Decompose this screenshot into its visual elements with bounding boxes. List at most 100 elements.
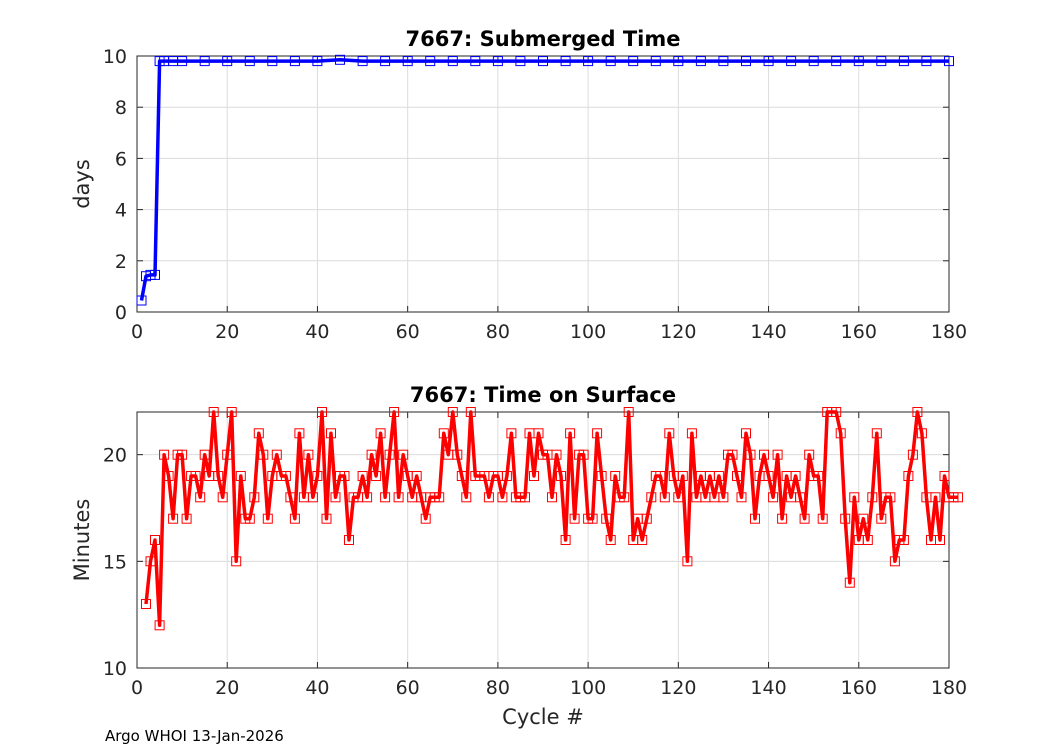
data-point-marker [249,492,260,503]
y-axis-label: Minutes [70,499,94,582]
x-tick-label: 40 [305,677,329,699]
data-point-marker [619,492,630,503]
y-tick-label: 8 [115,97,127,119]
y-tick-label: 20 [103,445,127,467]
data-point-marker [420,513,431,524]
data-point-marker [682,556,693,567]
data-point-marker [497,492,508,503]
data-point-marker [921,56,932,67]
data-point-marker [831,407,842,417]
data-point-marker [795,492,806,503]
x-tick-label: 120 [660,677,696,699]
data-point-marker [659,492,670,503]
data-point-marker [560,56,571,67]
data-point-marker [741,56,751,67]
data-point-marker [465,407,476,417]
data-point-marker [339,471,350,481]
data-point-marker [483,492,494,503]
data-point-marker [366,449,377,460]
data-point-marker [154,620,165,631]
data-point-marker [371,471,382,481]
data-point-marker [763,56,774,67]
chart-title: 7667: Submerged Time [405,27,680,51]
data-point-marker [560,535,571,545]
data-point-marker [587,513,598,524]
data-point-marker [583,56,594,67]
x-tick-label: 20 [215,321,239,343]
data-point-marker [605,535,616,545]
data-point-marker [718,56,729,67]
data-point-marker [312,471,323,481]
x-tick-label: 100 [570,677,606,699]
data-point-marker [876,56,887,67]
data-point-marker [944,56,954,67]
data-point-marker [741,428,751,439]
data-point-marker [889,556,900,567]
x-tick-label: 60 [396,321,420,343]
data-point-marker [790,471,801,481]
x-tick-label: 20 [215,677,239,699]
data-point-marker [362,492,373,503]
x-tick-label: 0 [131,321,143,343]
gridlines [137,56,949,312]
data-point-marker [610,471,621,481]
data-point-marker [673,56,684,67]
data-point-marker [840,513,851,524]
data-point-marker [759,449,769,460]
data-point-marker [736,492,747,503]
data-point-marker [307,492,318,503]
data-point-marker [655,471,666,481]
data-point-marker [501,471,512,481]
data-point-marker [393,492,404,503]
data-point-marker [326,428,336,439]
x-tick-label: 180 [931,677,967,699]
data-point-marker [529,471,539,481]
data-point-marker [226,407,237,417]
data-point-marker [411,471,422,481]
data-point-marker [470,56,481,67]
data-point-marker [808,56,819,67]
data-point-marker [461,492,472,503]
data-point-marker [664,428,675,439]
submerged-time-chart: 0 20 40 60 80 100 120 140 160 180 0 2 4 6 8 10 7667: Su… [70,27,967,343]
data-point-marker [195,492,206,503]
y-tick-label: 4 [115,200,127,222]
data-point-marker [231,556,242,567]
data-point-marker [844,577,855,588]
data-point-marker [623,407,634,417]
data-point-marker [813,471,824,481]
data-point-marker [871,428,882,439]
data-point-marker [538,56,548,67]
data-point-marker [646,492,657,503]
data-point-marker [935,535,945,545]
data-point-marker [867,492,878,503]
data-point-marker [321,513,332,524]
credit-text: Argo WHOI 13-Jan-2026 [105,727,284,745]
data-series [141,407,963,631]
x-tick-label: 140 [750,677,786,699]
data-point-marker [253,428,264,439]
data-point-marker [876,513,887,524]
data-point-marker [217,492,228,503]
x-tick-label: 80 [486,321,510,343]
chart-title: 7667: Time on Surface [410,383,676,407]
data-point-marker [862,535,873,545]
data-point-marker [190,471,201,481]
data-point-marker [953,492,963,503]
data-point-marker [141,599,151,609]
data-point-marker [817,513,828,524]
data-point-marker [303,449,314,460]
data-point-marker [267,56,278,67]
data-point-marker [492,56,503,67]
data-point-marker [713,471,724,481]
data-point-marker [380,56,391,67]
data-point-marker [312,56,323,67]
data-point-marker [181,513,192,524]
data-point-marker [515,56,526,67]
plot-area [136,55,950,313]
data-point-marker [208,407,219,417]
data-point-marker [695,56,706,67]
x-tick-label: 0 [131,677,143,699]
data-point-marker [136,295,147,306]
data-point-marker [628,56,639,67]
